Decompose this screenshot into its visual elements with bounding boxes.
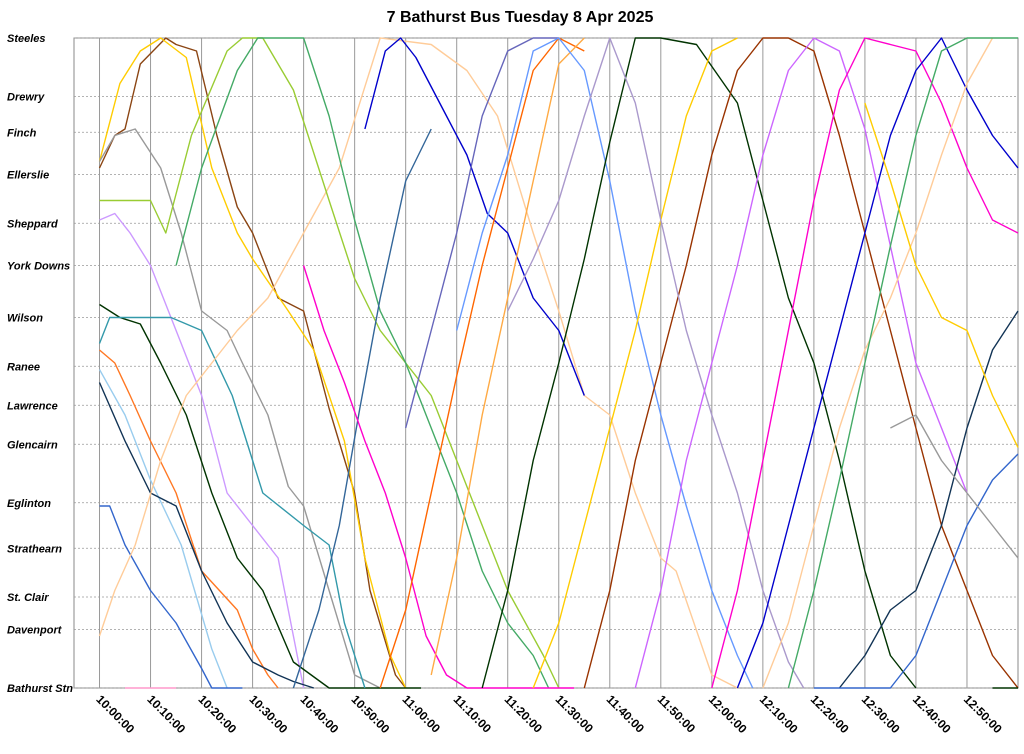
stop-label: Finch xyxy=(7,127,37,139)
time-tick-label: 11:10:00 xyxy=(451,692,495,736)
time-tick-label: 10:30:00 xyxy=(246,692,290,736)
plot-area xyxy=(73,37,1019,689)
bus-trajectory-line xyxy=(838,310,1019,689)
bus-trajectory-line xyxy=(98,382,315,689)
bus-trajectory-line xyxy=(405,37,559,429)
bus-trajectory-line xyxy=(302,265,575,689)
stop-label: Ellerslie xyxy=(7,170,49,182)
stop-label: Ranee xyxy=(7,361,40,373)
bus-trajectory-line xyxy=(634,37,968,689)
bus-trajectory-line xyxy=(864,102,1019,448)
bus-trajectory-line xyxy=(456,37,754,689)
time-tick-label: 11:30:00 xyxy=(553,692,597,736)
stop-label: Davenport xyxy=(7,625,63,637)
time-tick-label: 10:10:00 xyxy=(144,692,188,736)
time-tick-label: 10:40:00 xyxy=(298,692,342,736)
time-tick-label: 12:20:00 xyxy=(808,692,852,736)
stop-label: Wilson xyxy=(7,313,43,325)
bus-trajectory-line xyxy=(787,37,1018,689)
stop-label: Eglinton xyxy=(7,498,51,510)
stop-label: York Downs xyxy=(7,261,70,273)
bus-trajectory-line xyxy=(583,37,1019,689)
chart-title: 7 Bathurst Bus Tuesday 8 Apr 2025 xyxy=(387,9,654,26)
stop-label: Bathurst Stn xyxy=(7,683,73,695)
time-tick-label: 10:50:00 xyxy=(349,692,393,736)
bus-trajectory-line xyxy=(379,37,585,689)
bus-trajectory-line xyxy=(99,303,421,689)
bus-trajectory-line xyxy=(98,128,381,689)
bus-trajectory-line xyxy=(98,37,738,689)
stop-label: Glencairn xyxy=(7,439,58,451)
bus-trajectory-line xyxy=(292,128,432,689)
bus-trajectory-line xyxy=(364,37,585,396)
stop-label: Lawrence xyxy=(7,400,58,412)
stop-label: St. Clair xyxy=(7,592,49,604)
bus-trajectory-line xyxy=(98,369,228,689)
time-tick-label: 10:20:00 xyxy=(195,692,239,736)
time-tick-label: 10:00:00 xyxy=(93,692,137,736)
bus-trajectory-line xyxy=(99,505,243,689)
stop-label: Drewry xyxy=(7,92,45,104)
bus-trajectory-line xyxy=(98,316,366,689)
bus-trajectory-line xyxy=(98,37,407,689)
time-tick-label: 11:50:00 xyxy=(655,692,699,736)
bus-trajectory-line xyxy=(890,414,1019,559)
time-tick-label: 12:50:00 xyxy=(961,692,1005,736)
bus-trajectory-line xyxy=(532,37,738,689)
time-tick-label: 11:00:00 xyxy=(400,692,444,736)
stop-label: Steeles xyxy=(7,33,46,45)
time-tick-label: 12:30:00 xyxy=(859,692,903,736)
bus-trajectory-line xyxy=(175,37,550,689)
stop-label: Strathearn xyxy=(7,543,62,555)
bus-trajectory-line xyxy=(99,37,560,689)
bus-trajectory-line xyxy=(711,37,1019,689)
bus-trajectory-line xyxy=(99,349,279,689)
stop-label: Sheppard xyxy=(7,218,58,230)
bus-trajectory-line xyxy=(507,37,805,689)
time-tick-label: 12:00:00 xyxy=(706,692,750,736)
bus-trajectory-line xyxy=(762,37,994,689)
bus-trajectory-line xyxy=(736,37,1019,689)
time-tick-label: 12:10:00 xyxy=(757,692,801,736)
time-tick-label: 11:40:00 xyxy=(604,692,648,736)
bus-trajectory-line xyxy=(430,37,585,676)
bus-trajectory-line xyxy=(99,212,305,689)
bus-trajectory-line xyxy=(813,453,1019,689)
bus-trajectory-line xyxy=(481,37,917,689)
time-tick-label: 12:40:00 xyxy=(910,692,954,736)
time-tick-label: 11:20:00 xyxy=(502,692,546,736)
